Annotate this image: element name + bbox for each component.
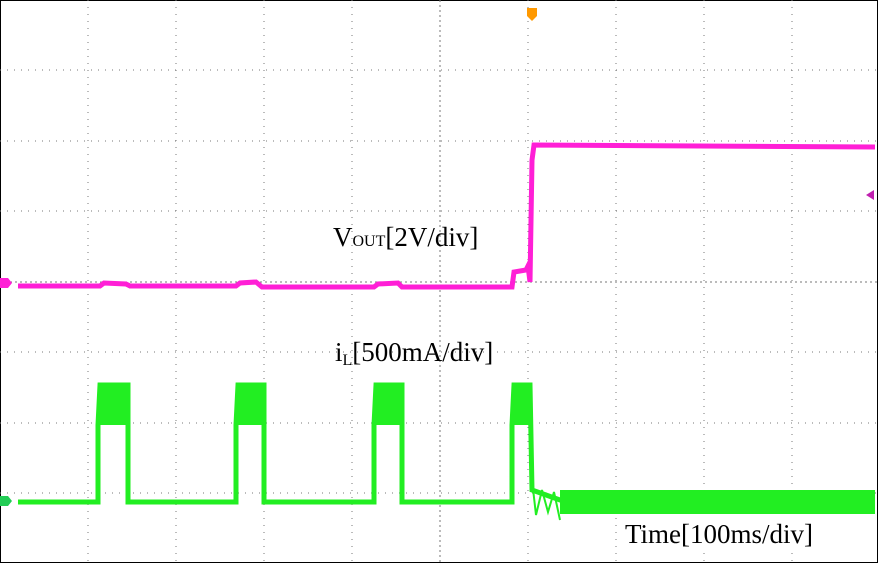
vout-label: VOUT[2V/div] [333,222,478,252]
il-pulse [236,385,264,425]
trigger-level-marker [866,190,874,200]
il-pulse [512,385,532,425]
label-part: [2V/div] [385,222,478,252]
il-pulse [374,385,402,425]
ch2-marker [0,278,12,288]
label-part: i [335,337,343,367]
label-part: L [343,352,353,369]
ch4-marker [0,496,12,506]
il-pulse [98,385,128,425]
label-part: [500mA/div] [352,337,493,367]
il-ringing [531,479,561,521]
time-label: Time[100ms/div] [625,519,813,549]
label-part: V [333,222,353,252]
label-part: OUT [353,233,386,250]
trigger-marker [527,8,537,21]
il-label: iL[500mA/div] [335,337,493,369]
vout-trace [18,142,876,290]
time-label-bg [620,516,850,550]
il-noise-band [560,490,875,514]
